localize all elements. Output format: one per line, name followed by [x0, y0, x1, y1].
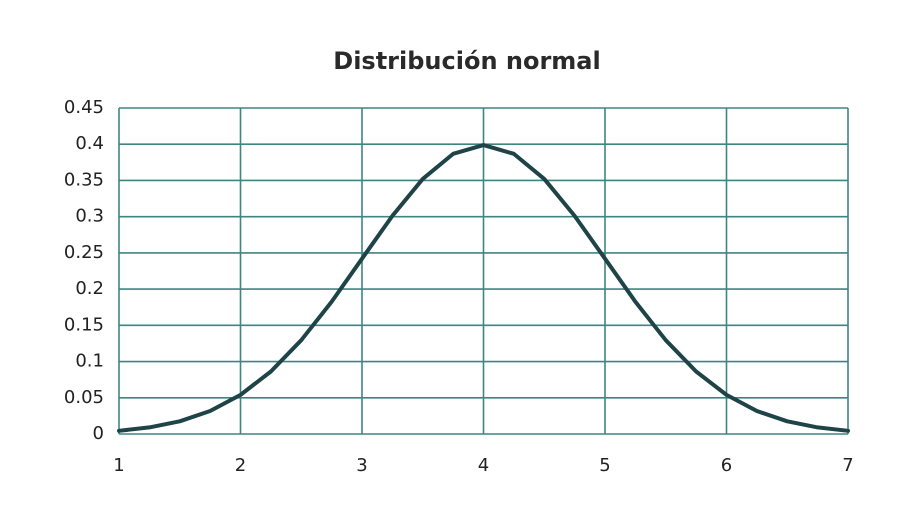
y-tick-label: 0.15 — [64, 314, 104, 335]
x-tick-label: 7 — [842, 455, 853, 476]
y-tick-label: 0.4 — [75, 133, 104, 154]
y-tick-label: 0.45 — [64, 97, 104, 118]
y-tick-label: 0 — [93, 423, 104, 444]
y-tick-label: 0.35 — [64, 169, 104, 190]
y-tick-label: 0.05 — [64, 387, 104, 408]
line — [117, 143, 850, 433]
x-tick-label: 2 — [235, 455, 246, 476]
x-tick-label: 3 — [356, 455, 367, 476]
x-tick-label: 5 — [599, 455, 610, 476]
y-tick-label: 0.3 — [75, 206, 104, 227]
x-tick-label: 4 — [478, 455, 489, 476]
y-tick-label: 0.25 — [64, 242, 104, 263]
chart-title: Distribución normal — [333, 47, 600, 75]
x-tick-label: 6 — [721, 455, 732, 476]
y-tick-label: 0.1 — [75, 351, 104, 372]
x-tick-label: 1 — [113, 455, 124, 476]
y-tick-label: 0.2 — [75, 278, 104, 299]
